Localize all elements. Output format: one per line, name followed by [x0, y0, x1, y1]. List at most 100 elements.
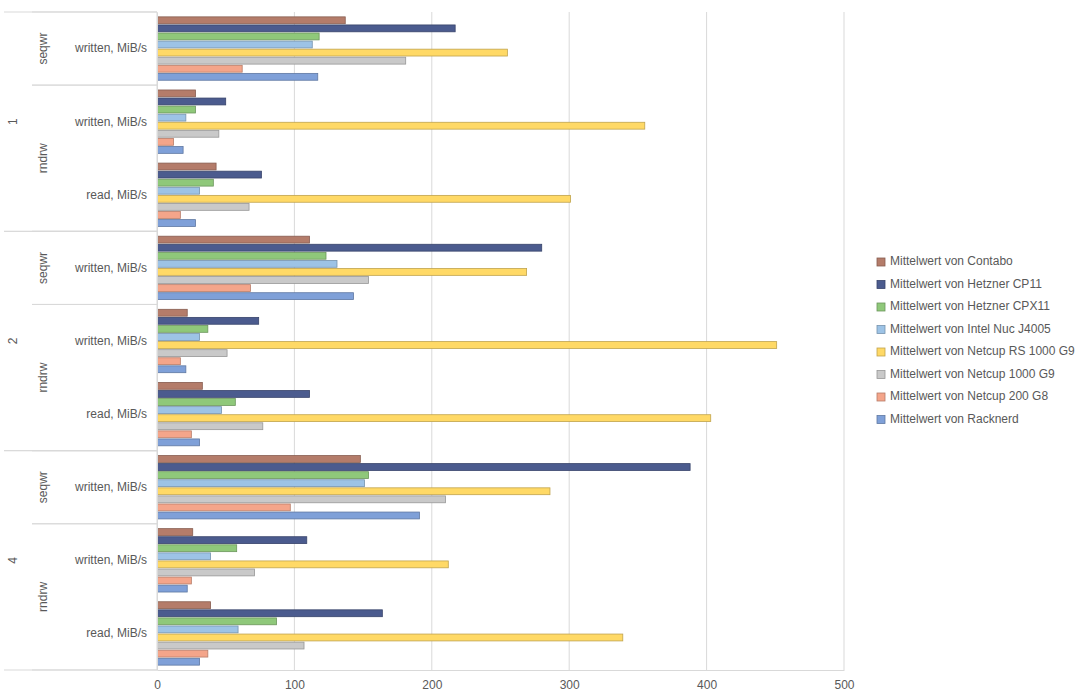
group-label: rndrw [36, 362, 50, 392]
bar [157, 163, 216, 170]
bar [157, 252, 326, 259]
x-tick-label: 300 [560, 678, 580, 692]
group-separator [32, 231, 157, 232]
group-separator [32, 85, 157, 86]
bars [157, 17, 777, 665]
category-label: written, MiB/s [74, 334, 147, 348]
grid-line [294, 12, 295, 670]
group-separator [32, 231, 157, 232]
bar [157, 260, 337, 267]
bar [157, 366, 186, 373]
legend-label: Mittelwert von Hetzner CP11 [890, 277, 1042, 291]
legend-swatch [877, 303, 885, 311]
bar [157, 220, 195, 227]
bar [157, 569, 255, 576]
x-axis: 0100200300400500 [154, 670, 855, 692]
group-label: rndrw [36, 143, 50, 173]
group-separator [4, 450, 157, 451]
bar [157, 634, 623, 641]
group-label: seqwr [36, 33, 50, 65]
group-separator [32, 12, 157, 13]
y-tick: written, MiB/s [74, 261, 157, 275]
legend-label: Mittelwert von Intel Nuc J4005 [890, 322, 1051, 336]
bar [157, 577, 191, 584]
legend-item: Mittelwert von Netcup 1000 G9 [877, 367, 1055, 381]
grid-line [569, 12, 570, 670]
y-axis: written, MiB/s written, MiB/s read, MiB/s w… [74, 13, 158, 671]
legend-item: Mittelwert von Hetzner CP11 [877, 277, 1042, 291]
group-separator [4, 450, 157, 451]
grid-line [844, 12, 845, 670]
bar [157, 618, 277, 625]
legend-item: Mittelwert von Netcup RS 1000 G9 [877, 344, 1075, 358]
bar [157, 90, 195, 97]
grid-line [706, 12, 707, 670]
bar [157, 25, 455, 32]
bar-series [157, 73, 419, 665]
bar [157, 415, 711, 422]
bar-series [157, 49, 777, 641]
bar [157, 73, 318, 80]
y-tick: read, MiB/s [86, 188, 157, 202]
group-label: seqwr [36, 252, 50, 284]
bar [157, 504, 290, 511]
category-label: read, MiB/s [86, 188, 147, 202]
group-separator [32, 523, 157, 524]
chart: 0100200300400500written, MiB/swritten, M… [0, 0, 1081, 696]
x-tick: 500 [834, 670, 854, 692]
y-tick: written, MiB/s [74, 334, 157, 348]
bar [157, 585, 187, 592]
y-tick: written, MiB/s [74, 41, 157, 55]
x-tick-label: 200 [422, 678, 442, 692]
bar [157, 106, 195, 113]
legend-swatch [877, 371, 885, 379]
bar [157, 325, 208, 332]
bar [157, 423, 263, 430]
category-label: written, MiB/s [74, 115, 147, 129]
bar [157, 187, 200, 194]
bar [157, 277, 369, 284]
bar [157, 309, 187, 316]
bar [157, 33, 319, 40]
legend: Mittelwert von ContaboMittelwert von Het… [877, 254, 1075, 426]
bar [157, 472, 369, 479]
y-tick: written, MiB/s [74, 480, 157, 494]
bar [157, 626, 238, 633]
bar [157, 382, 202, 389]
group-separator [32, 670, 157, 671]
bar [157, 179, 213, 186]
legend-swatch [877, 393, 885, 401]
bar [157, 439, 200, 446]
bar [157, 488, 550, 495]
group-separator [32, 304, 157, 305]
bar [157, 399, 235, 406]
legend-swatch [877, 258, 885, 266]
legend-item: Mittelwert von Racknerd [877, 412, 1019, 426]
x-tick-label: 400 [697, 678, 717, 692]
bar [157, 496, 446, 503]
bar [157, 658, 200, 665]
bar [157, 529, 193, 536]
bar [157, 203, 249, 210]
legend-item: Mittelwert von Netcup 200 G8 [877, 389, 1048, 403]
bar [157, 49, 507, 56]
group-label: seqwr [36, 471, 50, 503]
legend-item: Mittelwert von Intel Nuc J4005 [877, 322, 1051, 336]
category-label: written, MiB/s [74, 553, 147, 567]
group-label: 1 [6, 118, 20, 125]
bar [157, 642, 304, 649]
legend-swatch [877, 281, 885, 289]
y-tick: read, MiB/s [86, 407, 157, 421]
bar [157, 212, 180, 219]
x-tick: 0 [154, 670, 161, 692]
x-tick-label: 0 [154, 678, 161, 692]
bar [157, 98, 226, 105]
legend-label: Mittelwert von Netcup 200 G8 [890, 389, 1048, 403]
bar [157, 285, 250, 292]
group-separator [32, 450, 157, 451]
bar [157, 456, 360, 463]
bar [157, 138, 173, 145]
group-separator [32, 304, 157, 305]
bar [157, 236, 310, 243]
bar-series [157, 33, 369, 625]
